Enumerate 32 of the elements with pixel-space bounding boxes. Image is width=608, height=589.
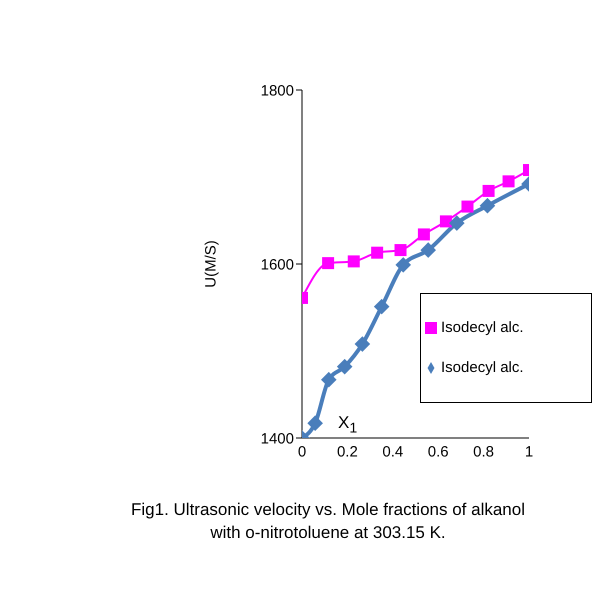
point	[418, 228, 430, 240]
point	[322, 257, 334, 270]
x-tick-label: 0.6	[428, 444, 449, 461]
point	[480, 198, 496, 214]
y-tick-label: 1400	[260, 430, 294, 448]
point	[394, 244, 407, 256]
x-tick-label: 0.2	[336, 444, 358, 461]
text: Fig1. Ultrasonic velocity vs. Mole fractions of alkanol with o-nitrotoluene at 303.15 K.	[130, 499, 526, 544]
point	[354, 336, 370, 352]
point	[482, 184, 495, 197]
point	[502, 175, 515, 188]
x-tick-label: 0.4	[382, 444, 404, 461]
legend-label: Isodecyl alc.	[441, 359, 524, 376]
point	[420, 242, 436, 258]
point	[336, 358, 352, 374]
point	[461, 200, 474, 213]
point	[449, 215, 465, 231]
point	[307, 415, 323, 432]
y-tick-label: 1600	[260, 256, 294, 274]
x-tick-label: 1	[524, 444, 534, 461]
point	[320, 372, 337, 388]
point	[374, 298, 390, 314]
y-axis-title: U(M/S)	[202, 240, 220, 288]
x-axis-title: X$_{1}$	[338, 413, 358, 436]
legend-label: Isodecyl alc.	[441, 319, 524, 336]
point	[395, 257, 412, 273]
y-tick-label: 1800	[260, 82, 294, 100]
x-tick-label: 0	[298, 444, 306, 461]
point	[440, 215, 452, 228]
point	[371, 246, 384, 259]
x-tick-label: 0.8	[473, 444, 494, 461]
point	[348, 255, 360, 268]
